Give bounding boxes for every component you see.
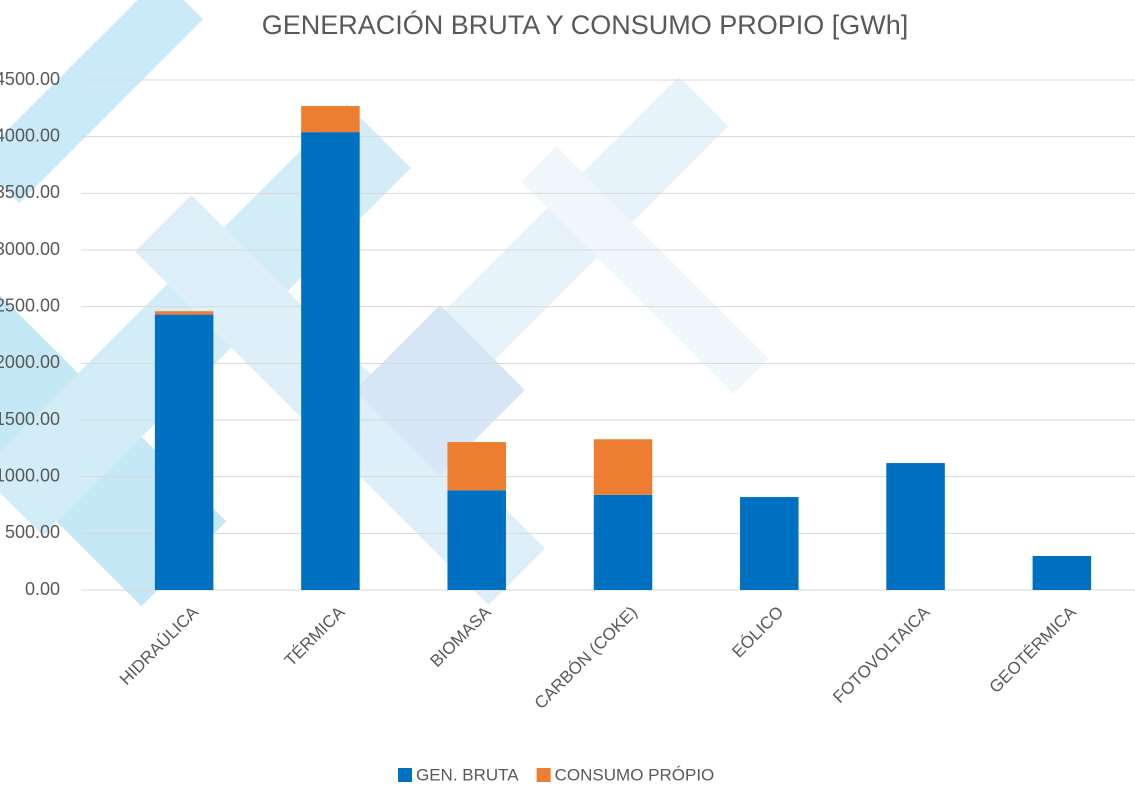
bar [301,106,360,132]
chart-title: GENERACIÓN BRUTA Y CONSUMO PROPIO [GWh] [262,9,909,40]
y-tick-label: 4500.00 [0,69,60,89]
y-tick-label: 4000.00 [0,125,60,145]
legend-label: CONSUMO PRÓPIO [555,765,715,784]
bar [155,311,214,314]
bar [594,439,653,495]
y-tick-label: 2500.00 [0,295,60,315]
bar [594,495,653,590]
bar [740,497,799,590]
bar [886,463,945,590]
y-tick-label: 3500.00 [0,182,60,202]
y-tick-label: 3000.00 [0,239,60,259]
bar [301,132,360,590]
legend-swatch [537,768,551,782]
legend-swatch [398,768,412,782]
bar [1033,556,1092,590]
y-tick-label: 500.00 [5,522,60,542]
bar [447,490,506,590]
bar [447,442,506,490]
y-tick-label: 1500.00 [0,409,60,429]
bar [155,315,214,590]
chart: GENERACIÓN BRUTA Y CONSUMO PROPIO [GWh] … [0,0,1135,788]
y-tick-label: 1000.00 [0,465,60,485]
legend-label: GEN. BRUTA [416,765,519,784]
y-tick-label: 2000.00 [0,352,60,372]
y-tick-label: 0.00 [25,579,60,599]
